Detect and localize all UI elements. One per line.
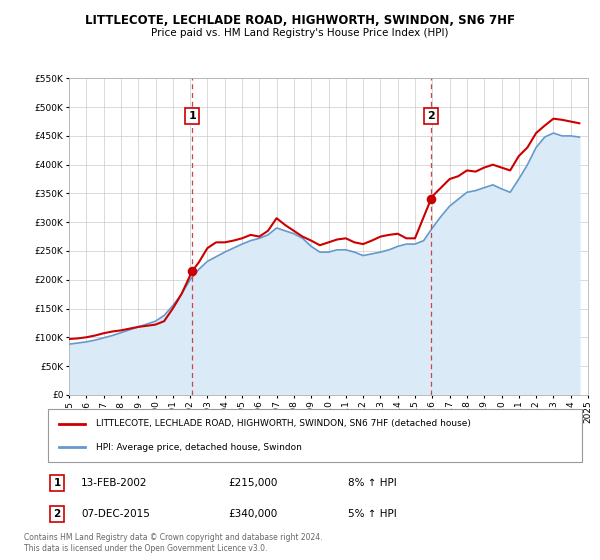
- Point: [187, 267, 197, 276]
- Text: Price paid vs. HM Land Registry's House Price Index (HPI): Price paid vs. HM Land Registry's House …: [151, 28, 449, 38]
- Text: 8% ↑ HPI: 8% ↑ HPI: [348, 478, 397, 488]
- Text: LITTLECOTE, LECHLADE ROAD, HIGHWORTH, SWINDON, SN6 7HF: LITTLECOTE, LECHLADE ROAD, HIGHWORTH, SW…: [85, 14, 515, 27]
- Text: 5% ↑ HPI: 5% ↑ HPI: [348, 509, 397, 519]
- Text: £215,000: £215,000: [228, 478, 277, 488]
- Text: 2: 2: [427, 111, 435, 122]
- Point: [426, 195, 436, 204]
- FancyBboxPatch shape: [48, 409, 582, 462]
- Text: 1: 1: [53, 478, 61, 488]
- Text: 2: 2: [53, 509, 61, 519]
- Text: Contains HM Land Registry data © Crown copyright and database right 2024.
This d: Contains HM Land Registry data © Crown c…: [24, 533, 323, 553]
- Text: £340,000: £340,000: [228, 509, 277, 519]
- Text: LITTLECOTE, LECHLADE ROAD, HIGHWORTH, SWINDON, SN6 7HF (detached house): LITTLECOTE, LECHLADE ROAD, HIGHWORTH, SW…: [96, 419, 471, 428]
- Text: 07-DEC-2015: 07-DEC-2015: [81, 509, 150, 519]
- Text: 13-FEB-2002: 13-FEB-2002: [81, 478, 148, 488]
- Text: 1: 1: [188, 111, 196, 122]
- Text: HPI: Average price, detached house, Swindon: HPI: Average price, detached house, Swin…: [96, 442, 302, 451]
